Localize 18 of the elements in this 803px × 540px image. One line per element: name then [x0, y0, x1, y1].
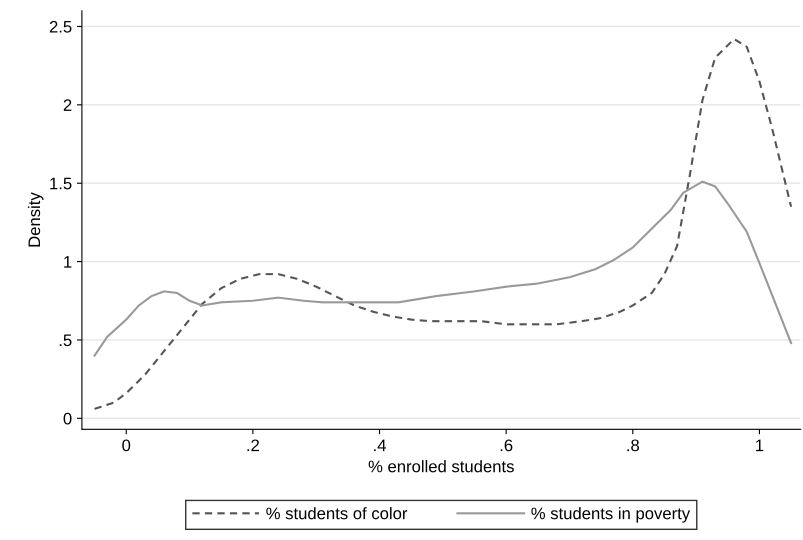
line-series [94, 180, 792, 357]
line-series [94, 38, 792, 410]
y-tick-label: 2.5 [50, 20, 72, 33]
x-tick-label: .2 [247, 439, 259, 452]
x-tick-label: .8 [627, 439, 640, 452]
y-axis-title: Density [28, 192, 44, 246]
legend-label: % students of color [266, 507, 408, 520]
y-tick-label: 1.5 [50, 178, 72, 190]
x-tick-label: 1 [756, 440, 764, 452]
y-tick-label: 1 [64, 256, 72, 268]
legend-label: % students in poverty [531, 507, 690, 523]
x-axis-title: % enrolled students [368, 460, 514, 472]
y-tick-label: 2 [64, 99, 72, 111]
x-tick-label: .6 [500, 439, 512, 452]
y-tick-label: 0 [64, 412, 72, 425]
x-tick-label: .4 [374, 440, 386, 452]
x-tick-label: 0 [122, 439, 130, 452]
y-tick-label: .5 [60, 334, 72, 346]
